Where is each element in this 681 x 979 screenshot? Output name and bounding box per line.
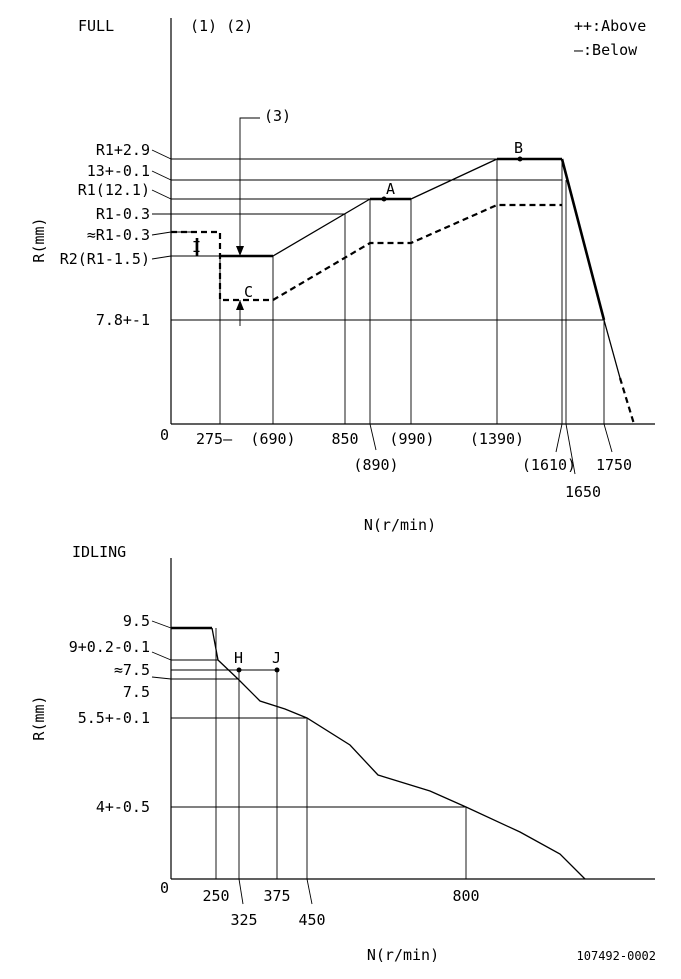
idling-x-label-375: 375 — [263, 887, 290, 905]
x-label-1610: (1610) — [522, 456, 576, 474]
idling-x-label-250: 250 — [202, 887, 229, 905]
y-label-r1-12-1: R1(12.1) — [78, 181, 150, 199]
x-label-850: 850 — [331, 430, 358, 448]
idling-x-label-325: 325 — [230, 911, 257, 929]
point-j-label: J — [272, 649, 281, 667]
point-b-dot — [517, 156, 523, 162]
idling-chart: IDLING H J 9.5 9+0.2-0.1 ≈7 — [30, 543, 655, 964]
full-x-axis-label: N(r/min) — [364, 516, 436, 534]
x-label-690: (690) — [250, 430, 295, 448]
idling-title: IDLING — [72, 543, 126, 561]
idling-y-label-9-5: 9.5 — [123, 612, 150, 630]
arrow-up-icon — [236, 300, 244, 310]
idling-y-label-9: 9+0.2-0.1 — [69, 638, 150, 656]
idling-origin: 0 — [160, 879, 169, 897]
idling-x-label-800: 800 — [452, 887, 479, 905]
idling-x-label-450: 450 — [298, 911, 325, 929]
idling-y-label-approx-7-5: ≈7.5 — [114, 661, 150, 679]
point-i-label: I — [192, 238, 201, 256]
full-chart: FULL (1) (2) ++:Above —:Below — [30, 17, 655, 534]
idling-y-label-5-5: 5.5+-0.1 — [78, 709, 150, 727]
point-c-label: C — [244, 283, 253, 301]
idling-y-label-7-5: 7.5 — [123, 683, 150, 701]
x-label-1650: 1650 — [565, 483, 601, 501]
x-label-1750: 1750 — [596, 456, 632, 474]
point-a-label: A — [386, 180, 395, 198]
x-label-275: 275— — [196, 430, 233, 448]
y-label-r2: R2(R1-1.5) — [60, 250, 150, 268]
y-label-13: 13+-0.1 — [87, 162, 150, 180]
y-label-r1-plus-2-9: R1+2.9 — [96, 141, 150, 159]
point-h-label: H — [234, 649, 243, 667]
doc-code: 107492-0002 — [577, 949, 656, 963]
point-a-dot — [381, 196, 387, 202]
full-origin: 0 — [160, 426, 169, 444]
x-label-890: (890) — [353, 456, 398, 474]
y-label-7-8: 7.8+-1 — [96, 311, 150, 329]
full-notes: (1) (2) — [190, 17, 253, 35]
idling-x-axis-label: N(r/min) — [367, 946, 439, 964]
legend-above: ++:Above — [574, 17, 646, 35]
callout-3: (3) — [264, 107, 291, 125]
idling-y-label-4: 4+-0.5 — [96, 798, 150, 816]
point-h-dot — [236, 667, 242, 673]
full-title: FULL — [78, 17, 114, 35]
point-b-label: B — [514, 139, 523, 157]
arrow-down-icon — [236, 246, 244, 256]
x-label-1390: (1390) — [470, 430, 524, 448]
point-j-dot — [274, 667, 280, 673]
full-y-axis-label: R(mm) — [30, 217, 48, 262]
idling-y-axis-label: R(mm) — [30, 695, 48, 740]
legend-below: —:Below — [574, 41, 638, 59]
x-label-990: (990) — [389, 430, 434, 448]
y-label-approx-r1-minus-0-3: ≈R1-0.3 — [87, 226, 150, 244]
y-label-r1-minus-0-3: R1-0.3 — [96, 205, 150, 223]
